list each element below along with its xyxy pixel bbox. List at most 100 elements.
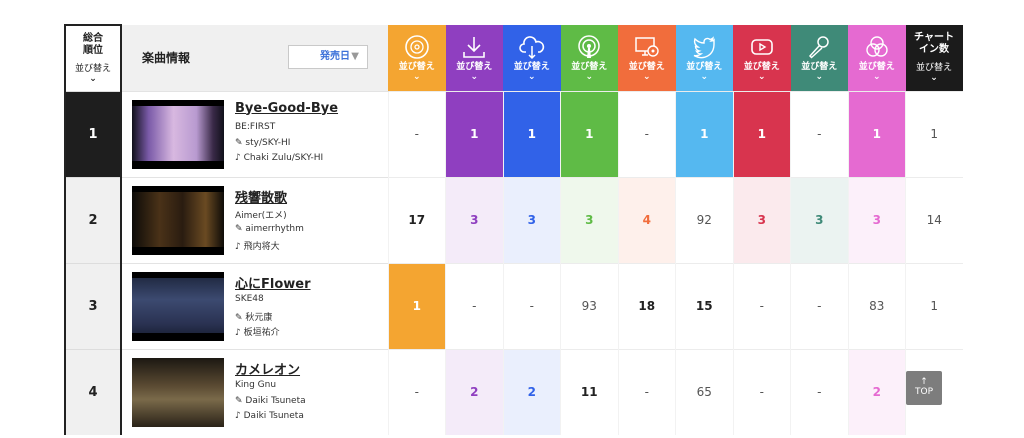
rank-value-cell: 2 [502,348,561,435]
sort-label: 並び替え [915,63,952,74]
sort-podcast-header[interactable]: 並び替え ⌄ [560,25,618,91]
rank-value-cell: 15 [675,262,733,349]
download-icon [463,37,486,58]
rank-value-cell: - [387,348,446,435]
lyricist-name: Daiki Tsuneta [245,395,306,406]
rank-header-label-2: 順位 [83,44,103,56]
cd-icon [404,35,429,59]
lyricist: ✎ Daiki Tsuneta [235,396,306,406]
rank-value-cell: 1 [847,90,906,177]
sort-streaming-header[interactable]: 並び替え ⌄ [503,25,561,91]
rank-value-cell: - [502,262,561,349]
song-info-cell: カメレオン King Gnu ✎ Daiki Tsuneta ♪ Daiki T… [121,348,388,435]
podcast-icon [578,35,600,58]
music-video-thumbnail[interactable] [132,185,224,255]
chart-in-count-header[interactable]: チャート イン数 並び替え ⌄ [905,25,963,91]
table-header: 総合 順位 並び替え ⌄ 楽曲情報 発売日 ▼ 並び替え ⌄ 並び替え ⌄ [64,24,963,91]
overall-rank-header[interactable]: 総合 順位 並び替え ⌄ [64,24,122,91]
chevron-down-icon: ⌄ [930,73,938,84]
rank-value-cell: - [617,348,676,435]
rank-value-cell: 65 [675,348,733,435]
lyricist-name: aimerrhythm [245,223,304,234]
youtube-icon [750,39,773,55]
table-row[interactable]: 2 残響散歌 Aimer(エメ) ✎ aimerrhythm ♪ 飛内将大 17… [64,176,963,263]
artist-name: King Gnu [235,379,277,390]
song-title-link[interactable]: カメレオン [235,362,301,378]
composer: ♪ 飛内将大 [235,239,280,252]
artist-name: Aimer(エメ) [235,210,287,221]
chart-table-wrapper: 総合 順位 並び替え ⌄ 楽曲情報 発売日 ▼ 並び替え ⌄ 並び替え ⌄ [64,24,963,435]
composer-name: 飛内将大 [243,241,280,252]
rank-value-cell: 3 [560,176,618,263]
rank-value-cell: 3 [790,176,848,263]
rank-value-cell: 92 [675,176,733,263]
pen-icon: ✎ [235,395,243,406]
chart-in-label-1: チャート [914,32,954,44]
circles-icon [866,36,888,57]
release-date-select[interactable]: 発売日 ▼ [288,45,368,69]
sort-label: 並び替え [628,62,665,72]
cloud-streaming-icon [518,36,544,60]
music-video-thumbnail[interactable] [132,271,224,341]
chevron-down-icon: ⌄ [585,72,594,82]
rank-value-cell: 2 [847,348,906,435]
chevron-down-icon: ⌄ [642,72,651,82]
composer-name: Daiki Tsuneta [243,410,304,421]
ranking-table: 総合 順位 並び替え ⌄ 楽曲情報 発売日 ▼ 並び替え ⌄ 並び替え ⌄ [64,24,963,435]
lyricist-name: sty/SKY-HI [245,137,291,148]
sort-pc-header[interactable]: 並び替え ⌄ [618,25,676,91]
sort-cd-header[interactable]: 並び替え ⌄ [388,25,446,91]
twitter-icon [693,36,715,59]
chart-in-count-cell: 1 [905,90,963,177]
rank-cell: 1 [64,90,122,177]
rank-value-cell: 83 [847,262,906,349]
song-title-link[interactable]: 心にFlower [235,276,311,292]
music-video-thumbnail[interactable] [132,357,224,427]
sort-download-header[interactable]: 並び替え ⌄ [445,25,503,91]
rank-value-cell: 4 [617,176,676,263]
pen-icon: ✎ [235,223,243,234]
song-title-link[interactable]: Bye-Good-Bye [235,100,339,116]
pc-cd-icon [635,37,659,57]
rank-value-cell: 1 [502,90,561,177]
rank-value-cell: 1 [560,90,618,177]
sort-label: 並び替え [743,62,780,72]
select-triangle-icon: ▼ [351,51,359,62]
pen-icon: ✎ [235,312,243,323]
rank-value-cell: 3 [732,176,791,263]
rank-cell: 4 [64,348,122,435]
song-info-header: 楽曲情報 発売日 ▼ [121,25,388,91]
sort-karaoke-header[interactable]: 並び替え ⌄ [790,25,848,91]
rank-value-cell: 17 [387,176,446,263]
table-row[interactable]: 1 Bye-Good-Bye BE:FIRST ✎ sty/SKY-HI ♪ C… [64,90,963,177]
music-video-thumbnail[interactable] [132,99,224,169]
chart-in-count-cell: 1 [905,262,963,349]
music-note-icon: ♪ [235,410,241,421]
composer: ♪ Daiki Tsuneta [235,411,304,421]
chart-in-label-2: イン数 [919,44,949,56]
sort-label: 並び替え [456,62,493,72]
sort-circles-header[interactable]: 並び替え ⌄ [848,25,906,91]
sort-youtube-header[interactable]: 並び替え ⌄ [733,25,791,91]
composer: ♪ 板垣祐介 [235,325,280,338]
composer-name: Chaki Zulu/SKY-HI [243,152,324,163]
sort-twitter-header[interactable]: 並び替え ⌄ [675,25,733,91]
music-note-icon: ♪ [235,327,241,338]
rank-value-cell: 11 [560,348,618,435]
rank-value-cell: - [387,90,446,177]
rank-value-cell: 1 [445,90,503,177]
rank-value-cell: - [790,90,848,177]
rank-value-cell: 2 [445,348,503,435]
sort-label: 並び替え [571,62,608,72]
chevron-down-icon: ⌄ [757,72,766,82]
song-info-cell: Bye-Good-Bye BE:FIRST ✎ sty/SKY-HI ♪ Cha… [121,90,388,177]
table-row[interactable]: 3 心にFlower SKE48 ✎ 秋元康 ♪ 板垣祐介 1- -93 18 15-… [64,262,963,349]
rank-cell: 2 [64,176,122,263]
table-row[interactable]: 4 カメレオン King Gnu ✎ Daiki Tsuneta ♪ Daiki… [64,348,963,435]
top-button-label: TOP [914,387,933,397]
rank-value-cell: 18 [617,262,676,349]
rank-header-label-1: 総合 [83,32,103,44]
rank-value-cell: - [617,90,676,177]
song-title-link[interactable]: 残響散歌 [235,190,288,206]
back-to-top-button[interactable]: ↑ TOP [906,371,942,405]
